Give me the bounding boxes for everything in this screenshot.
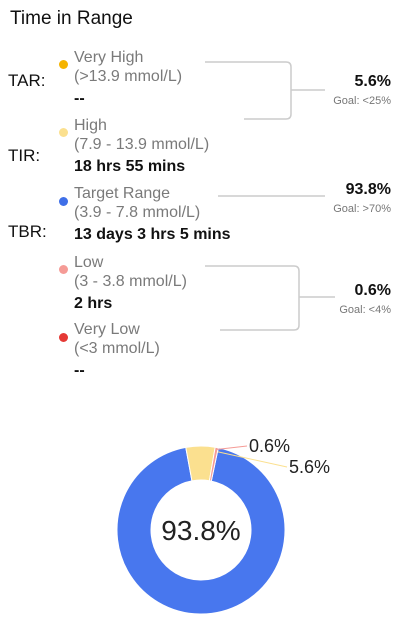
very-low-range: (<3 mmol/L) [74,340,160,357]
target-range-slice [116,446,286,615]
target-range-name: Target Range [74,185,171,202]
target-range-duration: 13 days 3 hrs 5 mins [74,226,231,243]
target-range-range: (3.9 - 7.8 mmol/L) [74,204,201,221]
low-name: Low [74,254,104,271]
tir-percent: 93.8% [345,181,391,198]
high-slice-label: 5.6% [289,457,330,477]
high-duration: 18 hrs 55 mins [74,158,186,175]
very-low-duration: -- [74,362,85,379]
tir-label: TIR: [8,146,41,165]
low-dot [59,265,68,274]
target-range-item: Target Range (3.9 - 7.8 mmol/L) 13 days … [74,184,231,244]
high-name: High [74,117,107,134]
tbr-goal: Goal: <4% [339,304,391,316]
tar-goal: Goal: <25% [333,95,391,107]
page-title: Time in Range [10,8,133,29]
very-high-item: Very High (>13.9 mmol/L) -- [74,48,182,108]
very-high-dot [59,60,68,69]
high-range: (7.9 - 13.9 mmol/L) [74,136,210,153]
very-high-duration: -- [74,90,85,107]
very-high-name: Very High [74,49,144,66]
low-slice-label: 0.6% [249,436,290,456]
very-low-dot [59,333,68,342]
tir-goal: Goal: >70% [333,203,391,215]
tar-percent: 5.6% [354,73,391,90]
very-high-range: (>13.9 mmol/L) [74,68,183,85]
donut-center-label: 93.8% [161,515,240,546]
high-item: High (7.9 - 13.9 mmol/L) 18 hrs 55 mins [74,116,209,176]
low-range: (3 - 3.8 mmol/L) [74,273,187,290]
target-range-dot [59,197,68,206]
low-slice [208,446,219,482]
low-slice-leader-line [216,445,248,450]
low-item: Low (3 - 3.8 mmol/L) 2 hrs [74,253,187,313]
tbr-label: TBR: [8,222,47,241]
tar-label: TAR: [8,71,46,90]
high-dot [59,128,68,137]
low-duration: 2 hrs [74,295,113,312]
tbr-percent: 0.6% [354,282,391,299]
very-low-item: Very Low (<3 mmol/L) -- [74,320,160,380]
very-low-name: Very Low [74,321,140,338]
